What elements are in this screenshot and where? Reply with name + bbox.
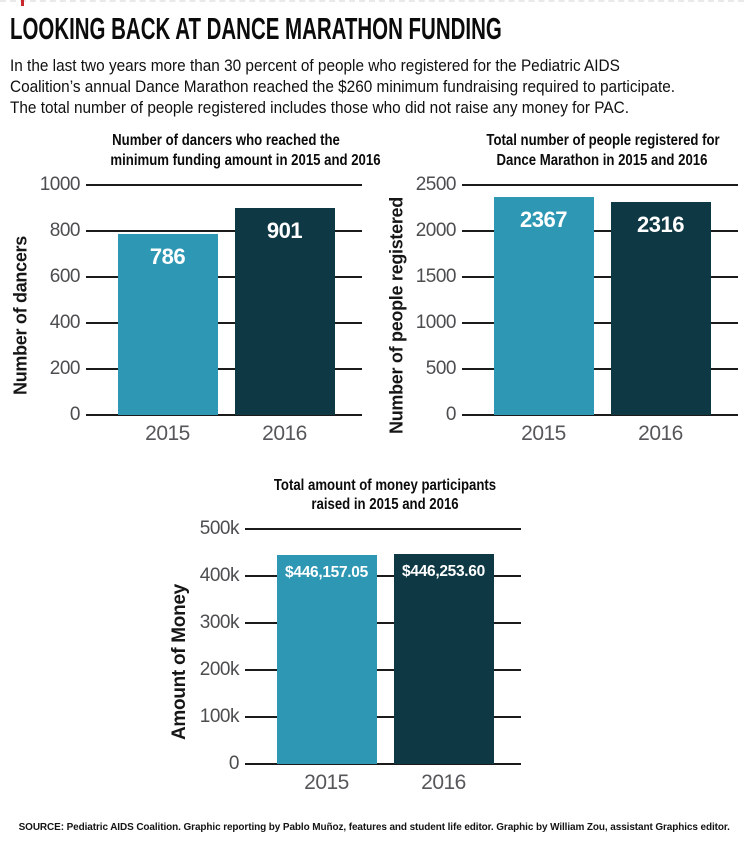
page-title: LOOKING BACK AT DANCE MARATHON FUNDING	[10, 11, 502, 46]
gridline	[86, 275, 362, 278]
gridline	[245, 528, 521, 531]
y-tick-label: 400k	[199, 565, 240, 587]
x-axis-labels: 2015 2016	[249, 771, 521, 795]
bars-group: 786 901	[90, 185, 362, 415]
top-charts-row: Number of dancers who reached the minimu…	[0, 131, 744, 445]
intro-line-2: Coalition’s annual Dance Marathon reache…	[10, 78, 676, 97]
bar-2016: $446,253.60	[393, 554, 494, 765]
chart-body: Number of people registered 0 500 1000 1500…	[384, 174, 738, 446]
plot-column: 0 200 400 600 800 1000 786 901 2015 2016	[34, 174, 362, 446]
dancers-chart: Number of dancers who reached the minimu…	[8, 131, 381, 446]
y-tick-label: 300k	[199, 612, 240, 634]
bar-value-label: $446,253.60	[402, 563, 485, 581]
y-tick-label: 500k	[199, 518, 240, 540]
gridline	[462, 229, 738, 232]
bar-value-label: 901	[266, 217, 303, 243]
x-category-label: 2016	[638, 421, 683, 445]
bar-value-label: $446,157.05	[285, 563, 368, 581]
x-axis-labels: 2015 2016	[466, 422, 738, 446]
y-tick-label: 2000	[415, 219, 457, 241]
gridline	[245, 622, 521, 625]
bars-group: $446,157.05 $446,253.60	[249, 529, 521, 765]
gridline	[245, 575, 521, 578]
chart-title-line: Total number of people registered for	[486, 132, 720, 150]
x-category-label: 2015	[304, 771, 349, 795]
registrations-chart: Total number of people registered for Da…	[384, 131, 738, 445]
header: LOOKING BACK AT DANCE MARATHON FUNDING I…	[0, 2, 744, 119]
y-tick-label: 500	[425, 357, 457, 379]
bars-group: 2367 2316	[466, 185, 738, 415]
plot-area: 0 200 400 600 800 1000 786 901	[40, 174, 362, 425]
registrations-chart-title: Total number of people registered for Da…	[486, 131, 720, 169]
gridline	[245, 716, 521, 719]
bar-2016: 2316	[610, 201, 711, 415]
y-tick-label: 100k	[199, 706, 240, 728]
bar-2016: 901	[234, 207, 335, 415]
chart-title-line: raised in 2015 and 2016	[311, 495, 459, 513]
y-tick-label: 400	[49, 311, 81, 333]
chart-body: Number of dancers 0 200 400 600 800 1000 786 90…	[8, 174, 362, 446]
gridline	[86, 413, 362, 416]
gridline	[462, 413, 738, 416]
bar-2015: 786	[117, 234, 218, 415]
gridline	[86, 321, 362, 324]
x-category-label: 2016	[262, 421, 307, 445]
x-category-label: 2015	[521, 421, 566, 445]
bar-2015: $446,157.05	[276, 554, 377, 765]
bar-value-label: 786	[149, 244, 186, 269]
gridline	[462, 183, 738, 186]
x-axis-labels: 2015 2016	[90, 422, 362, 446]
chart-title-line: minimum funding amount in 2015 and 2016	[110, 151, 381, 169]
gridline	[462, 321, 738, 324]
plot-column: 0 100k 200k 300k 400k 500k $446,157.05 $446,253…	[193, 518, 521, 795]
red-registration-mark	[21, 0, 24, 6]
y-tick-label: 0	[69, 403, 81, 425]
gridline	[245, 669, 521, 672]
y-axis-label: Number of people registered	[386, 196, 407, 434]
gridline	[462, 367, 738, 370]
plot-column: 0 500 1000 1500 2000 2500 2367 2316 2015 2016	[410, 174, 738, 446]
plot-area: 0 100k 200k 300k 400k 500k $446,157.05 $446,253…	[200, 518, 521, 774]
intro-paragraph: In the last two years more than 30 perce…	[10, 56, 683, 119]
y-tick-label: 1000	[39, 173, 81, 195]
dancers-chart-title: Number of dancers who reached the minimu…	[110, 131, 381, 169]
money-chart: Total amount of money participants raise…	[167, 476, 744, 795]
x-category-label: 2015	[145, 421, 190, 445]
bar-value-label: 2316	[637, 211, 684, 237]
y-tick-label: 800	[49, 219, 81, 241]
y-axis-label: Number of dancers	[10, 235, 31, 395]
page-top-perforation	[0, 0, 744, 2]
y-tick-label: 1500	[415, 265, 457, 287]
gridline	[86, 183, 362, 186]
y-tick-label: 2500	[415, 173, 457, 195]
y-tick-label: 200	[49, 357, 81, 379]
chart-title-line: Dance Marathon in 2015 and 2016	[496, 151, 708, 169]
plot-area: 0 500 1000 1500 2000 2500 2367 2316	[416, 174, 738, 425]
gridline	[86, 229, 362, 232]
y-tick-label: 600	[49, 265, 81, 287]
y-tick-label: 0	[228, 753, 240, 775]
y-axis-label: Amount of Money	[169, 584, 190, 741]
money-chart-title: Total amount of money participants raise…	[269, 476, 500, 514]
gridline	[462, 275, 738, 278]
gridline	[245, 763, 521, 766]
y-tick-label: 200k	[199, 659, 240, 681]
bar-2015: 2367	[493, 197, 594, 415]
gridline	[86, 367, 362, 370]
y-tick-label: 1000	[415, 311, 457, 333]
intro-line-1: In the last two years more than 30 perce…	[10, 57, 620, 75]
intro-line-3: The total number of people registered in…	[10, 99, 629, 118]
source-credit-line: SOURCE: Pediatric AIDS Coalition. Graphi…	[18, 821, 730, 834]
bar-value-label: 2367	[520, 207, 567, 233]
y-tick-label: 0	[445, 403, 457, 425]
chart-body: Amount of Money 0 100k 200k 300k 400k 500k $44…	[167, 518, 744, 795]
chart-title-line: Total amount of money participants	[273, 476, 497, 494]
chart-title-line: Number of dancers who reached the	[112, 132, 340, 150]
x-category-label: 2016	[421, 771, 466, 795]
